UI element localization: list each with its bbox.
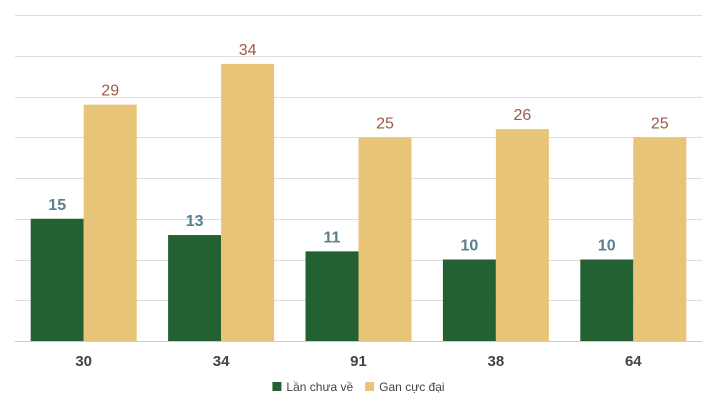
- data-label-lan-chua-ve-91: 11: [324, 229, 341, 246]
- data-label-gan-cuc-dai-38: 26: [514, 107, 532, 124]
- category-labels: 30 34 91 38 64: [75, 353, 642, 370]
- bar-gan-cuc-dai-38: [495, 129, 549, 341]
- legend-label-1: Gan cực đại: [379, 380, 444, 394]
- data-label-gan-cuc-dai-30: 29: [101, 83, 119, 100]
- bars: [30, 63, 687, 342]
- data-label-lan-chua-ve-38: 10: [461, 238, 479, 255]
- data-label-gan-cuc-dai-91: 25: [376, 115, 394, 132]
- category-label-64: 64: [625, 353, 642, 370]
- bar-gan-cuc-dai-30: [83, 104, 137, 342]
- bar-lan-chua-ve-91: [305, 251, 359, 341]
- data-labels: 15 29 13 34 11 25 10 26 10 25: [48, 42, 668, 255]
- bar-gan-cuc-dai-34: [221, 63, 275, 342]
- category-label-30: 30: [75, 353, 92, 370]
- bar-lan-chua-ve-30: [30, 218, 84, 341]
- data-label-gan-cuc-dai-64: 25: [651, 115, 669, 132]
- bar-gan-cuc-dai-64: [633, 137, 687, 341]
- legend-swatch-0: [272, 382, 282, 391]
- category-label-34: 34: [213, 353, 230, 370]
- legend-label-0: Lần chưa về: [286, 380, 353, 394]
- bar-gan-cuc-dai-91: [358, 137, 412, 341]
- legend-swatch-1: [365, 382, 375, 391]
- category-label-38: 38: [488, 353, 505, 370]
- data-label-lan-chua-ve-34: 13: [186, 213, 204, 230]
- bar-lan-chua-ve-34: [168, 235, 222, 341]
- data-label-gan-cuc-dai-34: 34: [239, 42, 257, 59]
- bar-lan-chua-ve-64: [580, 259, 634, 341]
- data-label-lan-chua-ve-30: 15: [48, 197, 66, 214]
- category-label-91: 91: [350, 353, 367, 370]
- data-label-lan-chua-ve-64: 10: [598, 238, 616, 255]
- legend: Lần chưa về Gan cực đại: [272, 380, 445, 394]
- bar-lan-chua-ve-38: [442, 259, 496, 341]
